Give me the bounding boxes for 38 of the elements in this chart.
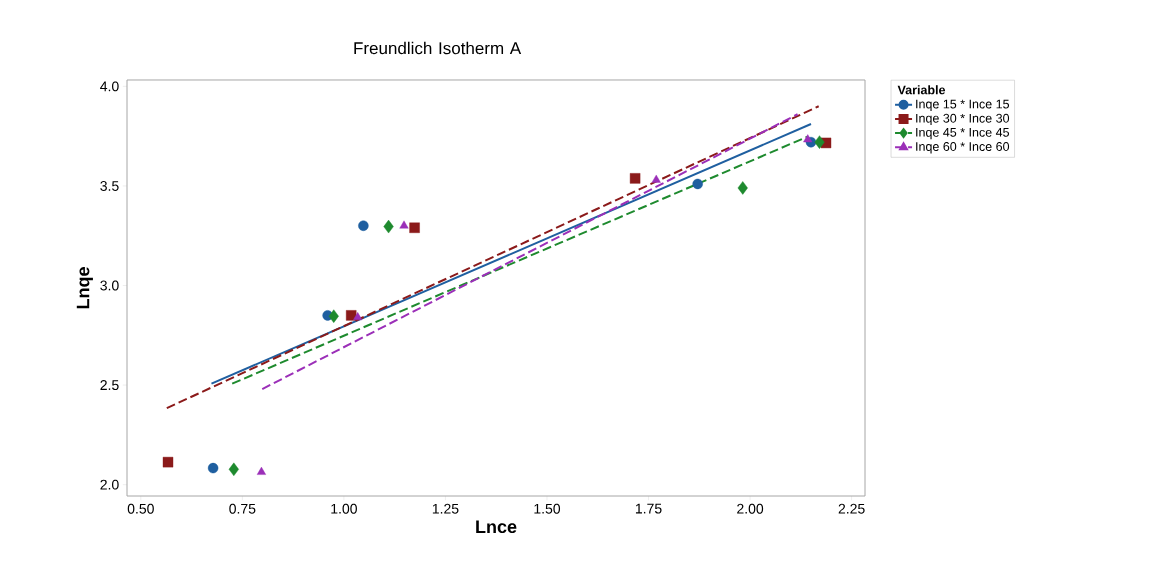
point — [409, 222, 420, 233]
x-tick-label: 0.75 — [229, 503, 256, 514]
x-tick-label: 0.50 — [127, 503, 154, 514]
point — [228, 462, 239, 477]
x-tick-label: 1.25 — [432, 503, 459, 514]
x-tick-label: 1.75 — [635, 503, 662, 514]
legend-label: Inqe 60 * Ince 60 — [916, 142, 1010, 154]
point — [803, 134, 813, 143]
legend-label: Inqe 15 * Ince 15 — [916, 99, 1010, 111]
point — [814, 135, 825, 149]
point — [651, 174, 661, 183]
y-axis-title: Lnqe — [76, 267, 93, 309]
y-tick-label: 2.0 — [100, 479, 119, 490]
point — [629, 173, 641, 184]
point — [353, 312, 363, 321]
point — [328, 309, 339, 323]
point — [399, 220, 409, 229]
chart-title: Freundlich Isotherm A — [354, 41, 522, 55]
point — [737, 181, 748, 195]
point — [346, 310, 357, 321]
y-tick-label: 3.0 — [100, 280, 119, 291]
point — [207, 462, 219, 474]
point — [383, 219, 394, 234]
point — [256, 466, 266, 475]
y-tick-label: 4.0 — [100, 81, 119, 92]
y-tick-label: 3.5 — [100, 180, 119, 191]
x-tick-label: 2.25 — [838, 503, 865, 514]
point — [692, 178, 703, 190]
legend-title: Variable — [897, 85, 946, 95]
legend-label: Inqe 30 * Ince 30 — [916, 113, 1010, 126]
y-tick-label: 2.5 — [100, 380, 119, 391]
x-tick-label: 2.00 — [737, 503, 764, 514]
legend-label: Inqe 45 * Ince 45 — [916, 128, 1010, 140]
point — [358, 220, 369, 231]
x-axis-title: Lnce — [476, 520, 517, 534]
x-tick-label: 1.50 — [534, 503, 561, 514]
point — [162, 456, 174, 468]
x-tick-label: 1.00 — [331, 503, 357, 514]
